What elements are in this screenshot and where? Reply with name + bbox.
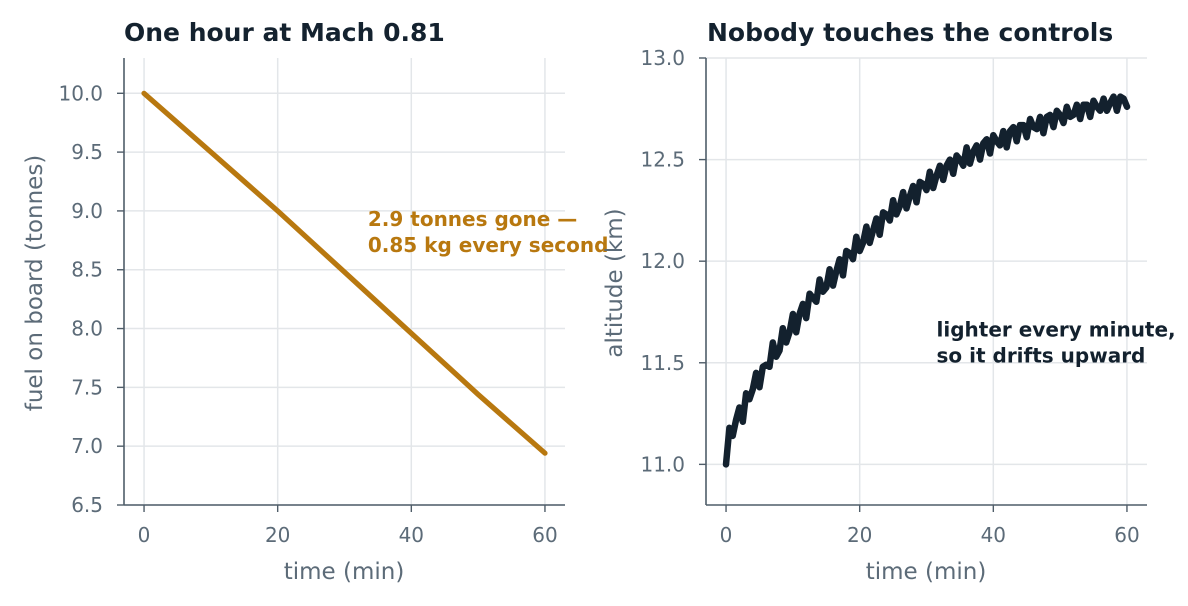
altitude-chart-y-tick-label: 13.0 — [640, 46, 685, 70]
fuel-chart-y-tick-label: 10.0 — [58, 81, 103, 105]
altitude-chart-y-tick-label: 12.0 — [640, 249, 685, 273]
fuel-chart-series — [141, 90, 548, 456]
altitude-chart-x-tick-label: 60 — [1114, 523, 1139, 547]
altitude-chart-grid — [706, 57, 1147, 505]
fuel-chart-y-tick-label: 9.0 — [71, 199, 103, 223]
altitude-chart-axes — [705, 58, 1147, 506]
altitude-chart-x-tick-label: 0 — [720, 523, 733, 547]
fuel-chart-y-tick-label: 7.0 — [71, 434, 103, 458]
fuel-chart-axes — [123, 58, 565, 506]
fuel-chart-xlabel: time (min) — [284, 559, 405, 585]
altitude-chart-ylabel: altitude (km) — [602, 208, 628, 357]
altitude-chart-x-tick-label: 20 — [847, 523, 872, 547]
fuel-chart: One hour at Mach 0.81 0 20 40 60 6.5 7.0 7.5 8.… — [22, 18, 608, 585]
fuel-chart-x-tick-label: 40 — [399, 523, 424, 547]
fuel-chart-annotation-line: 2.9 tonnes gone — — [368, 207, 577, 231]
altitude-chart-annotation: lighter every minute,so it drifts upward — [937, 317, 1176, 367]
fuel-chart-y-tick-label: 8.5 — [71, 258, 103, 282]
altitude-chart-ticks: 0 20 40 60 11.0 11.5 12.0 12.5 13.0 — [640, 46, 1139, 547]
altitude-chart: Nobody touches the controls 0 20 40 60 11.0 1… — [602, 18, 1176, 585]
fuel-chart-x-tick-label: 60 — [532, 523, 557, 547]
fuel-chart-grid — [124, 58, 565, 506]
fuel-chart-y-tick-label: 7.5 — [71, 375, 103, 399]
altitude-chart-series — [722, 93, 1131, 468]
fuel-chart-y-tick-label: 9.5 — [71, 140, 103, 164]
fuel-chart-ticks: 0 20 40 60 6.5 7.0 7.5 8.0 8.5 9.0 9.5 10.0 — [58, 81, 557, 547]
altitude-chart-y-tick-label: 11.0 — [640, 452, 685, 476]
altitude-chart-annotation-line: so it drifts upward — [937, 343, 1146, 367]
fuel-chart-y-tick-label: 6.5 — [71, 493, 103, 517]
fuel-chart-ylabel: fuel on board (tonnes) — [22, 155, 48, 412]
fuel-chart-x-tick-label: 0 — [138, 523, 151, 547]
altitude-chart-annotation-line: lighter every minute, — [937, 317, 1176, 341]
fuel-chart-x-tick-label: 20 — [265, 523, 290, 547]
altitude-chart-series-line — [722, 93, 1131, 468]
fuel-chart-title: One hour at Mach 0.81 — [124, 18, 445, 47]
altitude-chart-y-tick-label: 12.5 — [640, 148, 685, 172]
fuel-chart-y-tick-label: 8.0 — [71, 317, 103, 341]
altitude-chart-x-tick-label: 40 — [981, 523, 1006, 547]
fuel-chart-annotation-line: 0.85 kg every second — [368, 233, 609, 257]
altitude-chart-xlabel: time (min) — [866, 559, 987, 585]
fuel-chart-annotation: 2.9 tonnes gone —0.85 kg every second — [368, 207, 609, 257]
altitude-chart-title: Nobody touches the controls — [707, 18, 1113, 47]
fuel-chart-series-line — [141, 90, 548, 456]
altitude-chart-y-tick-label: 11.5 — [640, 351, 685, 375]
